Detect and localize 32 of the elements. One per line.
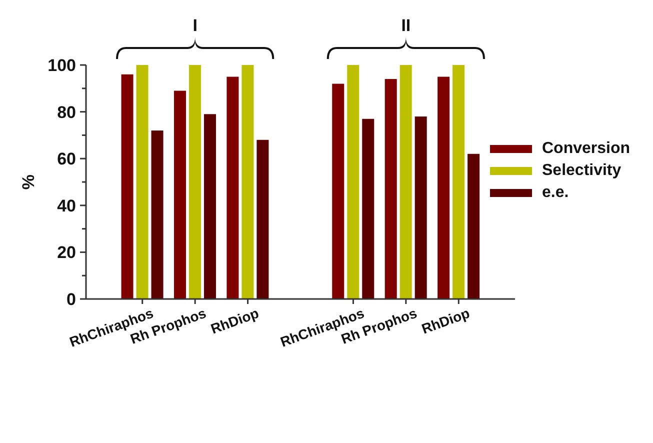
bar (362, 118, 374, 299)
y-tick-label: 80 (57, 102, 76, 122)
bar (414, 116, 427, 299)
y-tick-label: 60 (57, 150, 76, 169)
legend-label: Conversion (542, 140, 630, 158)
text: I (192, 16, 198, 35)
x-tick-label: RhDiop (419, 304, 472, 337)
bar (226, 76, 239, 299)
x-tick-label: RhDiop (208, 304, 261, 337)
legend-label: e.e. (542, 184, 569, 202)
bar (400, 65, 412, 299)
y-tick-label: 20 (57, 243, 76, 262)
text: II (401, 16, 411, 35)
bar (151, 130, 164, 299)
bar (204, 114, 216, 299)
bar (468, 154, 480, 299)
bar (347, 65, 360, 299)
bar (438, 76, 450, 299)
bar (332, 84, 344, 299)
bar (384, 79, 397, 299)
legend-label: Selectivity (542, 162, 622, 180)
bar (188, 65, 201, 299)
bar (136, 65, 148, 299)
y-tick-label: 40 (57, 196, 76, 216)
y-axis-title: % (19, 174, 38, 190)
bar (174, 90, 186, 299)
bar (452, 65, 465, 299)
bar (242, 65, 254, 299)
y-tick-label: 0 (66, 290, 76, 309)
y-tick-label: 100 (48, 56, 76, 75)
bar (121, 74, 134, 299)
bar (256, 140, 269, 299)
